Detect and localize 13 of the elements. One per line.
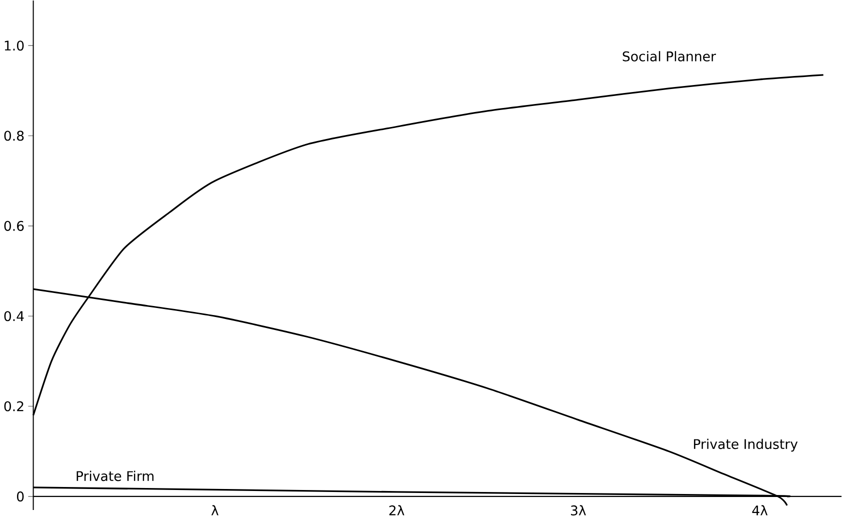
- x-tick-label: 3λ: [570, 505, 586, 516]
- x-tick-label: 4λ: [752, 505, 768, 516]
- x-tick-label: 2λ: [389, 505, 404, 516]
- y-tick-label: 0.2: [4, 401, 24, 412]
- y-tick-label: 0.8: [4, 130, 24, 141]
- series-label: Private Firm: [76, 470, 154, 482]
- y-tick-label: 0: [16, 491, 24, 502]
- y-tick-label: 0.4: [4, 311, 24, 322]
- y-tick-label: 1.0: [4, 40, 24, 51]
- series-label: Social Planner: [622, 51, 716, 62]
- y-tick-label: 0.6: [4, 220, 24, 232]
- series-label: Private Industry: [694, 438, 798, 452]
- x-tick-label: λ: [211, 505, 218, 516]
